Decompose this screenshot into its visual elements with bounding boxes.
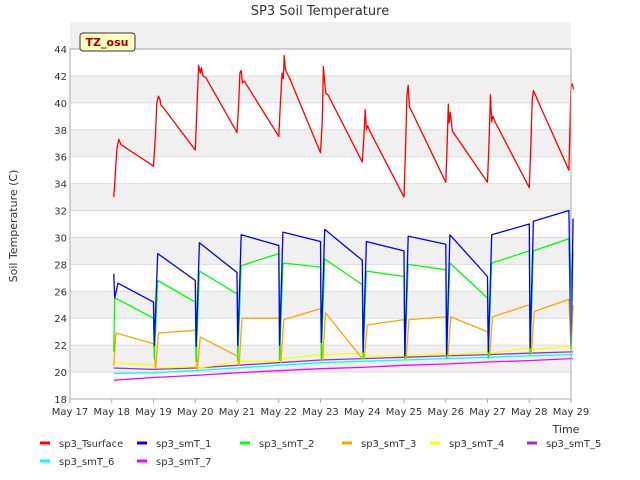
grid-band — [70, 22, 571, 49]
y-tick-label: 26 — [54, 287, 67, 298]
annotation-box: TZ_osu — [79, 32, 136, 52]
series-line-sp3_Tsurface — [113, 55, 575, 198]
y-tick-label: 38 — [54, 126, 67, 137]
y-tick-label: 30 — [54, 233, 67, 244]
x-tick-label: May 18 — [93, 407, 130, 418]
x-tick-label: May 25 — [386, 407, 423, 418]
plot-frame — [69, 48, 572, 400]
x-tick-label: May 29 — [553, 407, 590, 418]
y-tick-label: 36 — [54, 153, 67, 164]
x-tick-label: May 24 — [344, 407, 381, 418]
y-tick-label: 18 — [54, 395, 67, 406]
series-line-sp3_smT_7 — [113, 357, 574, 381]
y-tick-label: 34 — [54, 180, 67, 191]
x-tick-label: May 22 — [260, 407, 297, 418]
legend-label-sp3_smT_5: sp3_smT_5 — [546, 439, 601, 450]
legend-label-sp3_smT_7: sp3_smT_7 — [156, 457, 211, 468]
x-tick-label: May 23 — [302, 407, 339, 418]
series-group — [113, 55, 575, 381]
legend: sp3_Tsurface sp3_smT_1 sp3_smT_2 sp3_smT_3 s… — [40, 439, 601, 468]
y-tick-labels: 18 20 22 24 26 28 30 32 34 36 38 40 42 44 — [54, 45, 67, 406]
x-tick-label: May 19 — [135, 407, 172, 418]
x-tick-label: May 21 — [219, 407, 256, 418]
y-tick-label: 20 — [54, 368, 67, 379]
y-tick-label: 42 — [54, 72, 67, 83]
grid-band — [70, 75, 571, 103]
series-line-sp3_smT_2 — [113, 238, 574, 362]
y-tick-label: 24 — [54, 314, 67, 325]
x-tick-label: May 26 — [427, 407, 464, 418]
legend-label-sp3_smT_4: sp3_smT_4 — [449, 439, 504, 450]
y-axis-label: Soil Temperature (C) — [7, 170, 20, 283]
series-line-sp3_smT_1 — [113, 209, 574, 357]
legend-label-sp3_smT_3: sp3_smT_3 — [361, 439, 416, 450]
grid-band — [70, 183, 571, 211]
x-tick-label: May 20 — [177, 407, 214, 418]
legend-label-sp3_smT_2: sp3_smT_2 — [259, 439, 314, 450]
x-tick-label: May 17 — [52, 407, 89, 418]
legend-label-sp3_Tsurface: sp3_Tsurface — [59, 439, 123, 450]
y-tick-label: 40 — [54, 99, 67, 110]
x-tick-label: May 28 — [511, 407, 548, 418]
y-tick-label: 44 — [54, 45, 67, 56]
annotation-label: TZ_osu — [86, 36, 129, 49]
chart-title: SP3 Soil Temperature — [251, 4, 389, 19]
y-tick-label: 32 — [54, 207, 67, 218]
x-tick-label: May 27 — [469, 407, 506, 418]
legend-label-sp3_smT_6: sp3_smT_6 — [59, 457, 114, 468]
y-tick-label: 28 — [54, 260, 67, 271]
y-tick-label: 22 — [54, 341, 67, 352]
x-axis-label: Time — [552, 423, 580, 436]
grid-band — [70, 345, 571, 373]
series-line-sp3_smT_6 — [113, 353, 574, 375]
x-tick-labels: May 17 May 18 May 19 May 20 May 21 May 22 May … — [52, 407, 590, 418]
legend-label-sp3_smT_1: sp3_smT_1 — [156, 439, 211, 450]
